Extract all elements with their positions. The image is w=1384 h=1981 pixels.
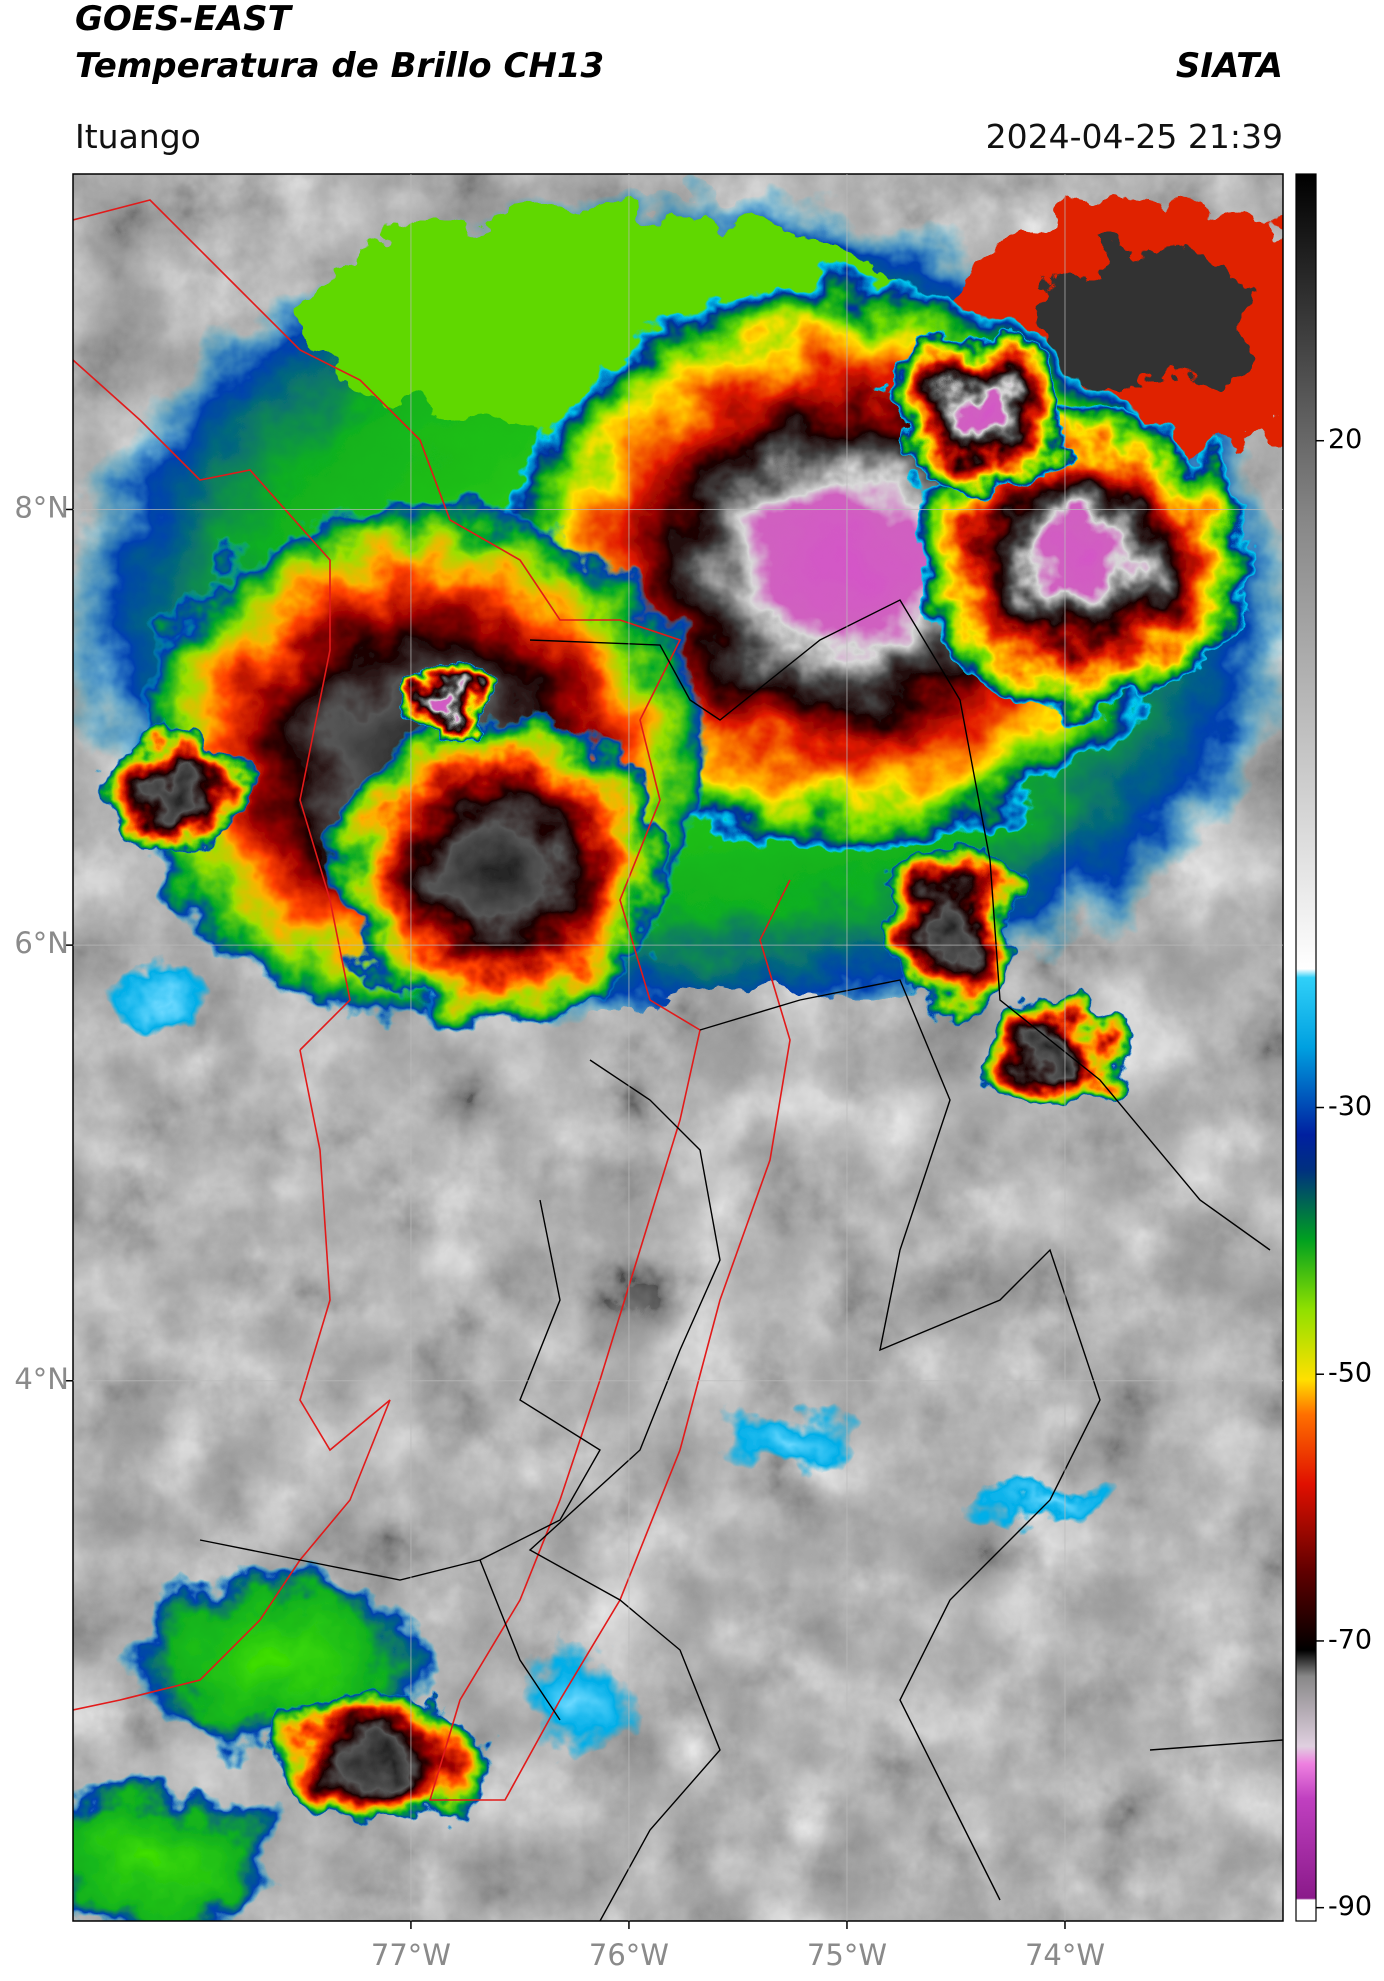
colorbar-label: 20 bbox=[1328, 424, 1362, 455]
map-frame bbox=[72, 173, 1284, 1922]
y-tick-label: 4°N bbox=[14, 1362, 69, 1396]
colorbar-label: -50 bbox=[1328, 1358, 1372, 1389]
satellite-image bbox=[73, 174, 1283, 1921]
colorbar-label: -30 bbox=[1328, 1091, 1372, 1122]
title: GOES-EAST bbox=[75, 0, 294, 39]
colorbar-label: -70 bbox=[1328, 1624, 1372, 1655]
datetime: 2024-04-25 21:39 bbox=[986, 117, 1283, 156]
location: Ituango bbox=[75, 117, 201, 156]
x-tick-label: 76°W bbox=[589, 1938, 669, 1972]
brand: SIATA bbox=[1176, 46, 1283, 86]
x-tick-label: 74°W bbox=[1025, 1938, 1105, 1972]
subtitle: Temperatura de Brillo CH13 bbox=[75, 46, 604, 86]
colorbar-label: -90 bbox=[1328, 1891, 1372, 1922]
y-tick-label: 6°N bbox=[14, 926, 69, 960]
x-tick-label: 77°W bbox=[371, 1938, 451, 1972]
borders bbox=[73, 199, 1283, 1921]
y-tick-label: 8°N bbox=[14, 490, 69, 524]
colorbar bbox=[1295, 173, 1317, 1922]
x-tick-label: 75°W bbox=[807, 1938, 887, 1972]
